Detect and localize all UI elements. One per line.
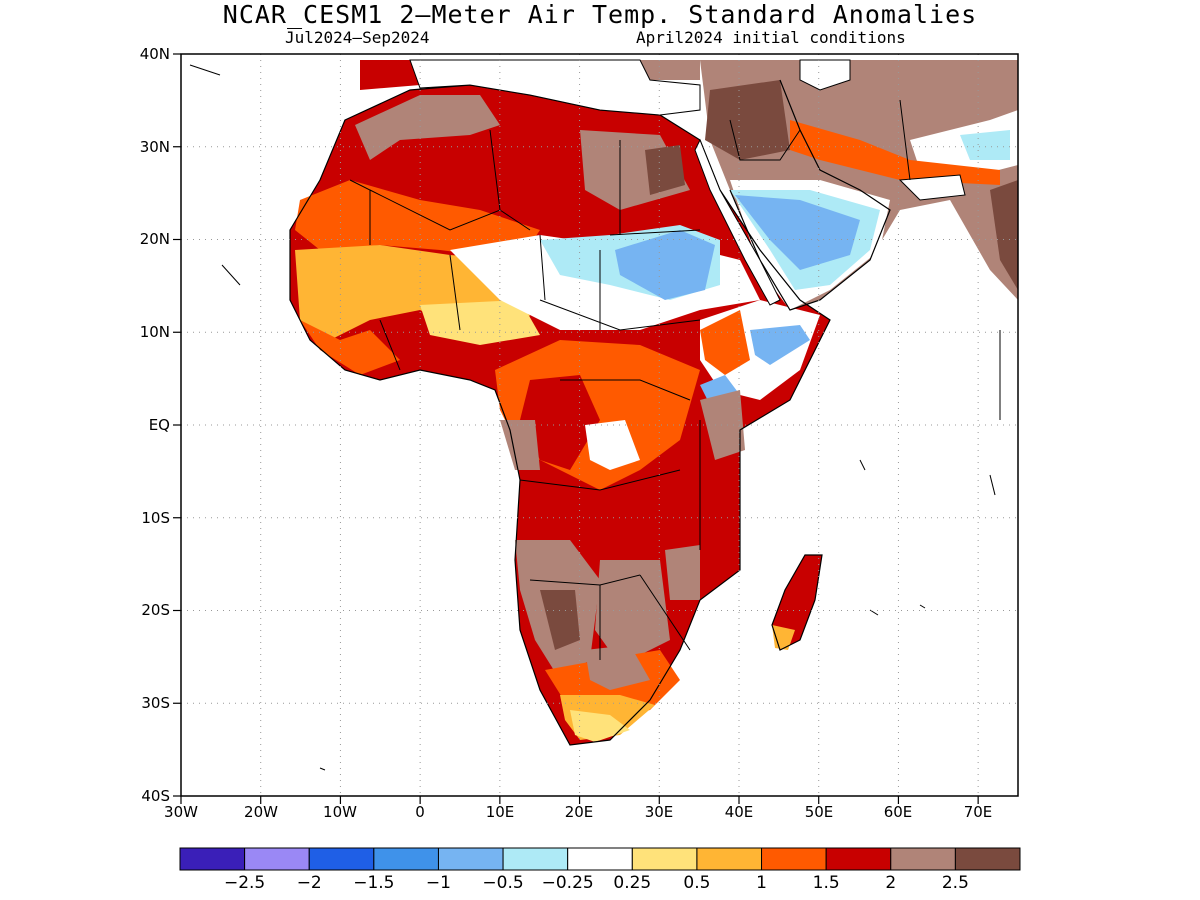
lon-label: 60E	[884, 803, 913, 821]
lon-label: 50E	[805, 803, 834, 821]
y-axis-labels: 40N 30N 20N 10N EQ 10S 20S 30S 40S	[140, 45, 170, 805]
congo-red	[520, 375, 600, 470]
lon-label: 10E	[486, 803, 515, 821]
mediterranean	[409, 59, 701, 116]
gabon-brown	[500, 420, 540, 470]
lat-label: 20N	[140, 230, 170, 248]
anomaly-field	[189, 59, 1018, 771]
colorbar-swatch	[890, 847, 956, 871]
lat-label: EQ	[149, 416, 170, 434]
sudan-blue	[615, 230, 715, 300]
colorbar-swatch	[954, 847, 1021, 871]
forecast-period: Jul2024—Sep2024	[285, 28, 430, 47]
country-borders	[349, 99, 911, 660]
colorbar-swatch	[567, 847, 633, 871]
colorbar-label: 2.5	[942, 873, 969, 893]
lon-label: 20W	[244, 803, 278, 821]
colorbar-label: 0.25	[613, 873, 651, 893]
colorbar-swatch	[502, 847, 569, 871]
cape-pale	[570, 710, 630, 742]
persian-gulf	[898, 174, 966, 201]
colorbar-label: 1	[756, 873, 767, 893]
colorbar-label: 1.5	[813, 873, 840, 893]
lat-label: 30S	[141, 694, 170, 712]
initial-conditions: April2024 initial conditions	[636, 28, 906, 47]
gulf-lightblue	[960, 130, 1010, 160]
graticule	[181, 54, 1018, 796]
lon-label: 20E	[565, 803, 594, 821]
lat-label: 20S	[141, 601, 170, 619]
lat-label: 40S	[141, 787, 170, 805]
ethiopia-orange	[700, 310, 750, 375]
lon-label: 30E	[645, 803, 674, 821]
colorbar-label: 2	[885, 873, 896, 893]
west-africa-orange	[295, 180, 540, 260]
west-coast-orange	[300, 320, 400, 375]
colorbar-swatch	[179, 847, 246, 871]
horn-blue	[750, 325, 810, 365]
colorbar-label: −0.25	[542, 873, 594, 893]
arabia-coastline	[729, 79, 891, 311]
madagascar	[772, 555, 822, 650]
colorbar-swatch	[373, 847, 439, 871]
coastline	[289, 84, 831, 746]
colorbar-swatch	[308, 847, 375, 871]
colorbar-label: −1	[426, 873, 451, 893]
lat-label: 30N	[140, 138, 170, 156]
colorbar-swatch	[825, 847, 892, 871]
colorbar-label: 0.5	[683, 873, 710, 893]
central-neutral	[585, 420, 640, 470]
colorbar: −2.5 −2 −1.5 −1 −0.5 −0.25 0.25 0.5 1 1.5 2 2.5	[179, 847, 1021, 893]
colorbar-label: −2.5	[224, 873, 265, 893]
botswana-brown	[595, 560, 670, 665]
lon-label: 30W	[164, 803, 198, 821]
colorbar-label: −2	[297, 873, 322, 893]
north-africa-top	[360, 60, 420, 90]
colorbar-label: −0.5	[482, 873, 523, 893]
iran-dark	[990, 180, 1018, 290]
red-sea	[694, 138, 781, 306]
south-africa-brown	[585, 645, 650, 690]
arabia-blue	[735, 195, 860, 270]
lon-label: 10W	[323, 803, 357, 821]
x-axis-labels: 30W 20W 10W 0 10E 20E 30E 40E 50E 60E 70…	[164, 803, 992, 821]
lon-label: 70E	[964, 803, 993, 821]
islands	[189, 64, 1001, 771]
colorbar-swatch	[437, 847, 504, 871]
lat-label: 40N	[140, 45, 170, 63]
colorbar-swatch	[696, 847, 763, 871]
colorbar-swatch	[244, 847, 310, 871]
caspian-black-sea	[799, 59, 851, 91]
sahara-brown	[355, 95, 500, 160]
libya-dark	[645, 145, 685, 195]
colorbar-label: −1.5	[353, 873, 394, 893]
east-africa-brown	[700, 390, 745, 460]
lon-label: 40E	[725, 803, 754, 821]
angola-dark	[540, 590, 580, 650]
colorbar-swatch	[761, 847, 827, 871]
zimbabwe-brown	[665, 545, 700, 600]
levant-orange	[790, 120, 1000, 185]
lat-label: 10N	[140, 323, 170, 341]
lon-label: 0	[415, 803, 425, 821]
iberia-top	[640, 60, 700, 80]
sahel-pale	[420, 300, 540, 345]
map-title: NCAR_CESM1 2—Meter Air Temp. Standard An…	[222, 0, 978, 29]
axis-ticks	[173, 53, 979, 804]
egypt-dark	[705, 80, 790, 160]
lat-label: 10S	[141, 509, 170, 527]
madagascar-coastline	[771, 554, 823, 651]
colorbar-swatch	[631, 847, 698, 871]
